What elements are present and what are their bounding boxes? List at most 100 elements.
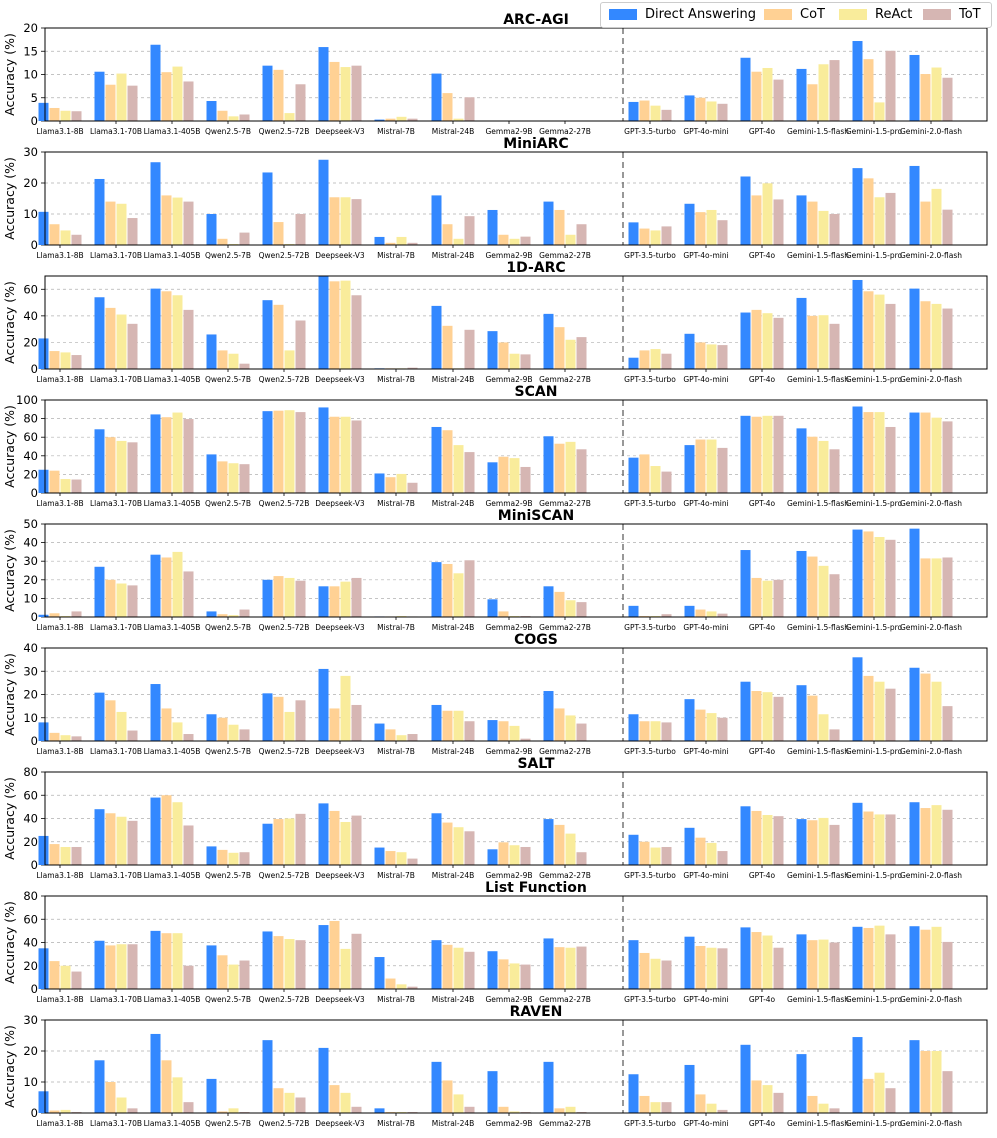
bar — [217, 110, 228, 121]
bar — [49, 351, 60, 369]
bar — [863, 531, 874, 617]
x-tick-label: Mistral-24B — [432, 995, 475, 1004]
bar — [105, 84, 116, 121]
x-tick-label: Gemini-1.5-pro — [846, 251, 903, 260]
bar — [295, 940, 306, 989]
bar — [183, 571, 194, 617]
bar — [239, 464, 250, 493]
bar — [284, 711, 295, 741]
x-tick-label: Llama3.1-8B — [36, 747, 83, 756]
y-tick-label: 5 — [31, 91, 38, 105]
x-tick-label: Gemini-1.5-pro — [846, 995, 903, 1004]
bar — [340, 197, 351, 245]
bar — [453, 238, 464, 245]
bar — [453, 1094, 464, 1113]
bar — [639, 350, 650, 369]
x-tick-label: Qwen2.5-72B — [259, 375, 310, 384]
bar — [49, 732, 60, 741]
bar — [217, 461, 228, 493]
x-tick-label: Llama3.1-405B — [144, 251, 201, 260]
bar — [407, 482, 418, 493]
bar — [284, 1092, 295, 1113]
bar — [762, 815, 773, 865]
bar — [740, 550, 751, 617]
bar — [183, 309, 194, 369]
bar — [318, 803, 329, 865]
x-tick-label: Mistral-24B — [432, 499, 475, 508]
bar — [217, 614, 228, 617]
bar — [295, 580, 306, 617]
y-tick-label: 50 — [23, 517, 38, 531]
bar — [60, 110, 71, 121]
bar — [751, 195, 762, 245]
bar — [661, 109, 672, 121]
x-tick-label: Qwen2.5-7B — [205, 375, 251, 384]
x-tick-label: Qwen2.5-7B — [205, 871, 251, 880]
bar — [228, 116, 239, 121]
bar — [762, 415, 773, 493]
panel-list-function: 0 20 40 60 80 Llama3.1-8B Llama3.1-70B Llama3.1… — [2, 880, 988, 1004]
bar — [796, 934, 807, 989]
bar — [852, 41, 863, 121]
bar — [909, 54, 920, 121]
bar — [818, 315, 829, 369]
bar — [920, 558, 931, 617]
y-axis-label: Accuracy (%) — [2, 1025, 17, 1108]
bar — [695, 1094, 706, 1113]
bar — [172, 551, 183, 617]
bar — [94, 71, 105, 121]
x-tick-label: GPT-4o — [749, 251, 776, 260]
bar — [351, 199, 362, 245]
bar — [751, 1080, 762, 1113]
bar — [509, 458, 520, 493]
bar — [751, 71, 762, 121]
bar — [206, 454, 217, 493]
bar — [920, 201, 931, 245]
x-tick-label: GPT-4o — [749, 747, 776, 756]
bar — [509, 238, 520, 245]
x-tick-label: Deepseek-V3 — [315, 995, 365, 1004]
panel-1d-arc: 0 20 40 60 Llama3.1-8B Llama3.1-70B Llama3.1-4… — [2, 260, 988, 384]
bar — [931, 558, 942, 617]
x-tick-label: Mistral-7B — [377, 747, 415, 756]
bar — [909, 412, 920, 493]
x-tick-label: Deepseek-V3 — [315, 499, 365, 508]
y-tick-label: 30 — [23, 1013, 38, 1027]
bar — [874, 294, 885, 369]
legend-swatch-tot — [923, 9, 951, 20]
x-tick-label: Llama3.1-70B — [90, 995, 142, 1004]
bar — [127, 944, 138, 989]
bar — [340, 675, 351, 741]
bar — [329, 61, 340, 121]
bar — [650, 349, 661, 369]
bar — [740, 312, 751, 369]
x-tick-label: GPT-4o — [749, 499, 776, 508]
y-tick-label: 40 — [23, 641, 38, 655]
y-tick-label: 10 — [23, 68, 38, 82]
bar — [818, 440, 829, 493]
bar — [60, 735, 71, 741]
bar — [351, 295, 362, 369]
x-tick-label: Llama3.1-8B — [36, 375, 83, 384]
x-tick-label: Gemini-1.5-pro — [846, 375, 903, 384]
bar — [762, 183, 773, 245]
bar — [351, 420, 362, 493]
bar — [464, 452, 475, 493]
bar — [116, 440, 127, 493]
x-tick-label: Llama3.1-405B — [144, 127, 201, 136]
plot-frame — [44, 1019, 988, 1114]
bar — [498, 721, 509, 741]
x-tick-label: GPT-4o-mini — [683, 375, 728, 384]
bar — [762, 935, 773, 989]
bar — [38, 614, 49, 617]
bar — [874, 925, 885, 989]
bar — [60, 479, 71, 493]
bar — [920, 929, 931, 989]
y-tick-label: 30 — [23, 554, 38, 568]
bar — [206, 714, 217, 741]
x-tick-label: GPT-4o — [749, 1119, 776, 1128]
bar — [329, 810, 340, 865]
bar — [464, 1106, 475, 1113]
x-tick-label: Gemma2-27B — [539, 375, 591, 384]
bar — [863, 412, 874, 493]
